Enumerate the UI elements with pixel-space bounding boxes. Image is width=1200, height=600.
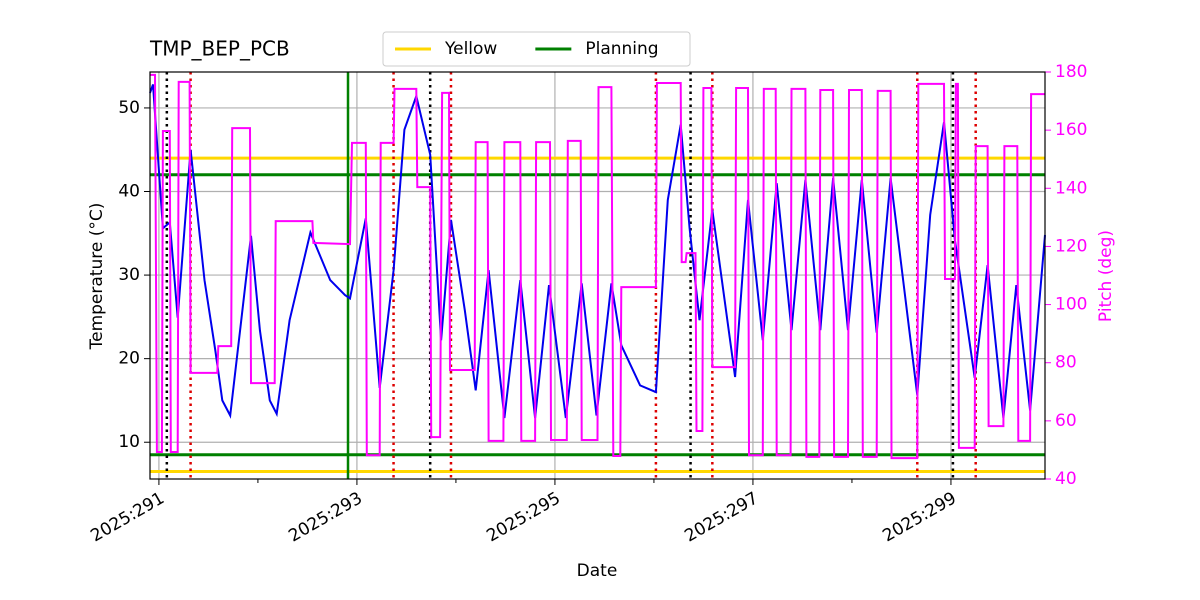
y-tick-label: 50 (118, 98, 140, 118)
x-tick-label: 2025:291 (87, 488, 168, 546)
x-tick-label: 2025:295 (483, 488, 564, 546)
legend-label: Yellow (444, 39, 497, 59)
x-tick-label: 2025:299 (879, 488, 960, 546)
y2-tick-label: 60 (1055, 411, 1077, 431)
x-axis-label: Date (577, 561, 618, 581)
y-tick-label: 40 (118, 182, 140, 202)
y2-tick-label: 160 (1055, 120, 1087, 140)
plot-frame (149, 71, 1046, 480)
y-tick-label: 20 (118, 349, 140, 369)
series-line (149, 84, 1046, 419)
x-tick-label: 2025:297 (681, 488, 762, 546)
y2-tick-label: 140 (1055, 178, 1087, 198)
legend-label: Planning (585, 39, 658, 59)
series-line (150, 73, 1045, 460)
y-tick-label: 10 (118, 432, 140, 452)
x-tick-label: 2025:293 (285, 488, 366, 546)
chart-title: TMP_BEP_PCB (149, 37, 290, 61)
legend: Yellow Planning (382, 31, 691, 67)
y-tick-label: 30 (118, 265, 140, 285)
y2-tick-label: 80 (1055, 353, 1077, 373)
y2-tick-label: 180 (1055, 62, 1087, 82)
y2-tick-label: 100 (1055, 295, 1087, 315)
y2-axis-label: Pitch (deg) (1096, 230, 1116, 322)
y-axis-label: Temperature (°C) (87, 203, 107, 351)
y2-tick-label: 40 (1055, 469, 1077, 489)
y2-tick-label: 120 (1055, 236, 1087, 256)
